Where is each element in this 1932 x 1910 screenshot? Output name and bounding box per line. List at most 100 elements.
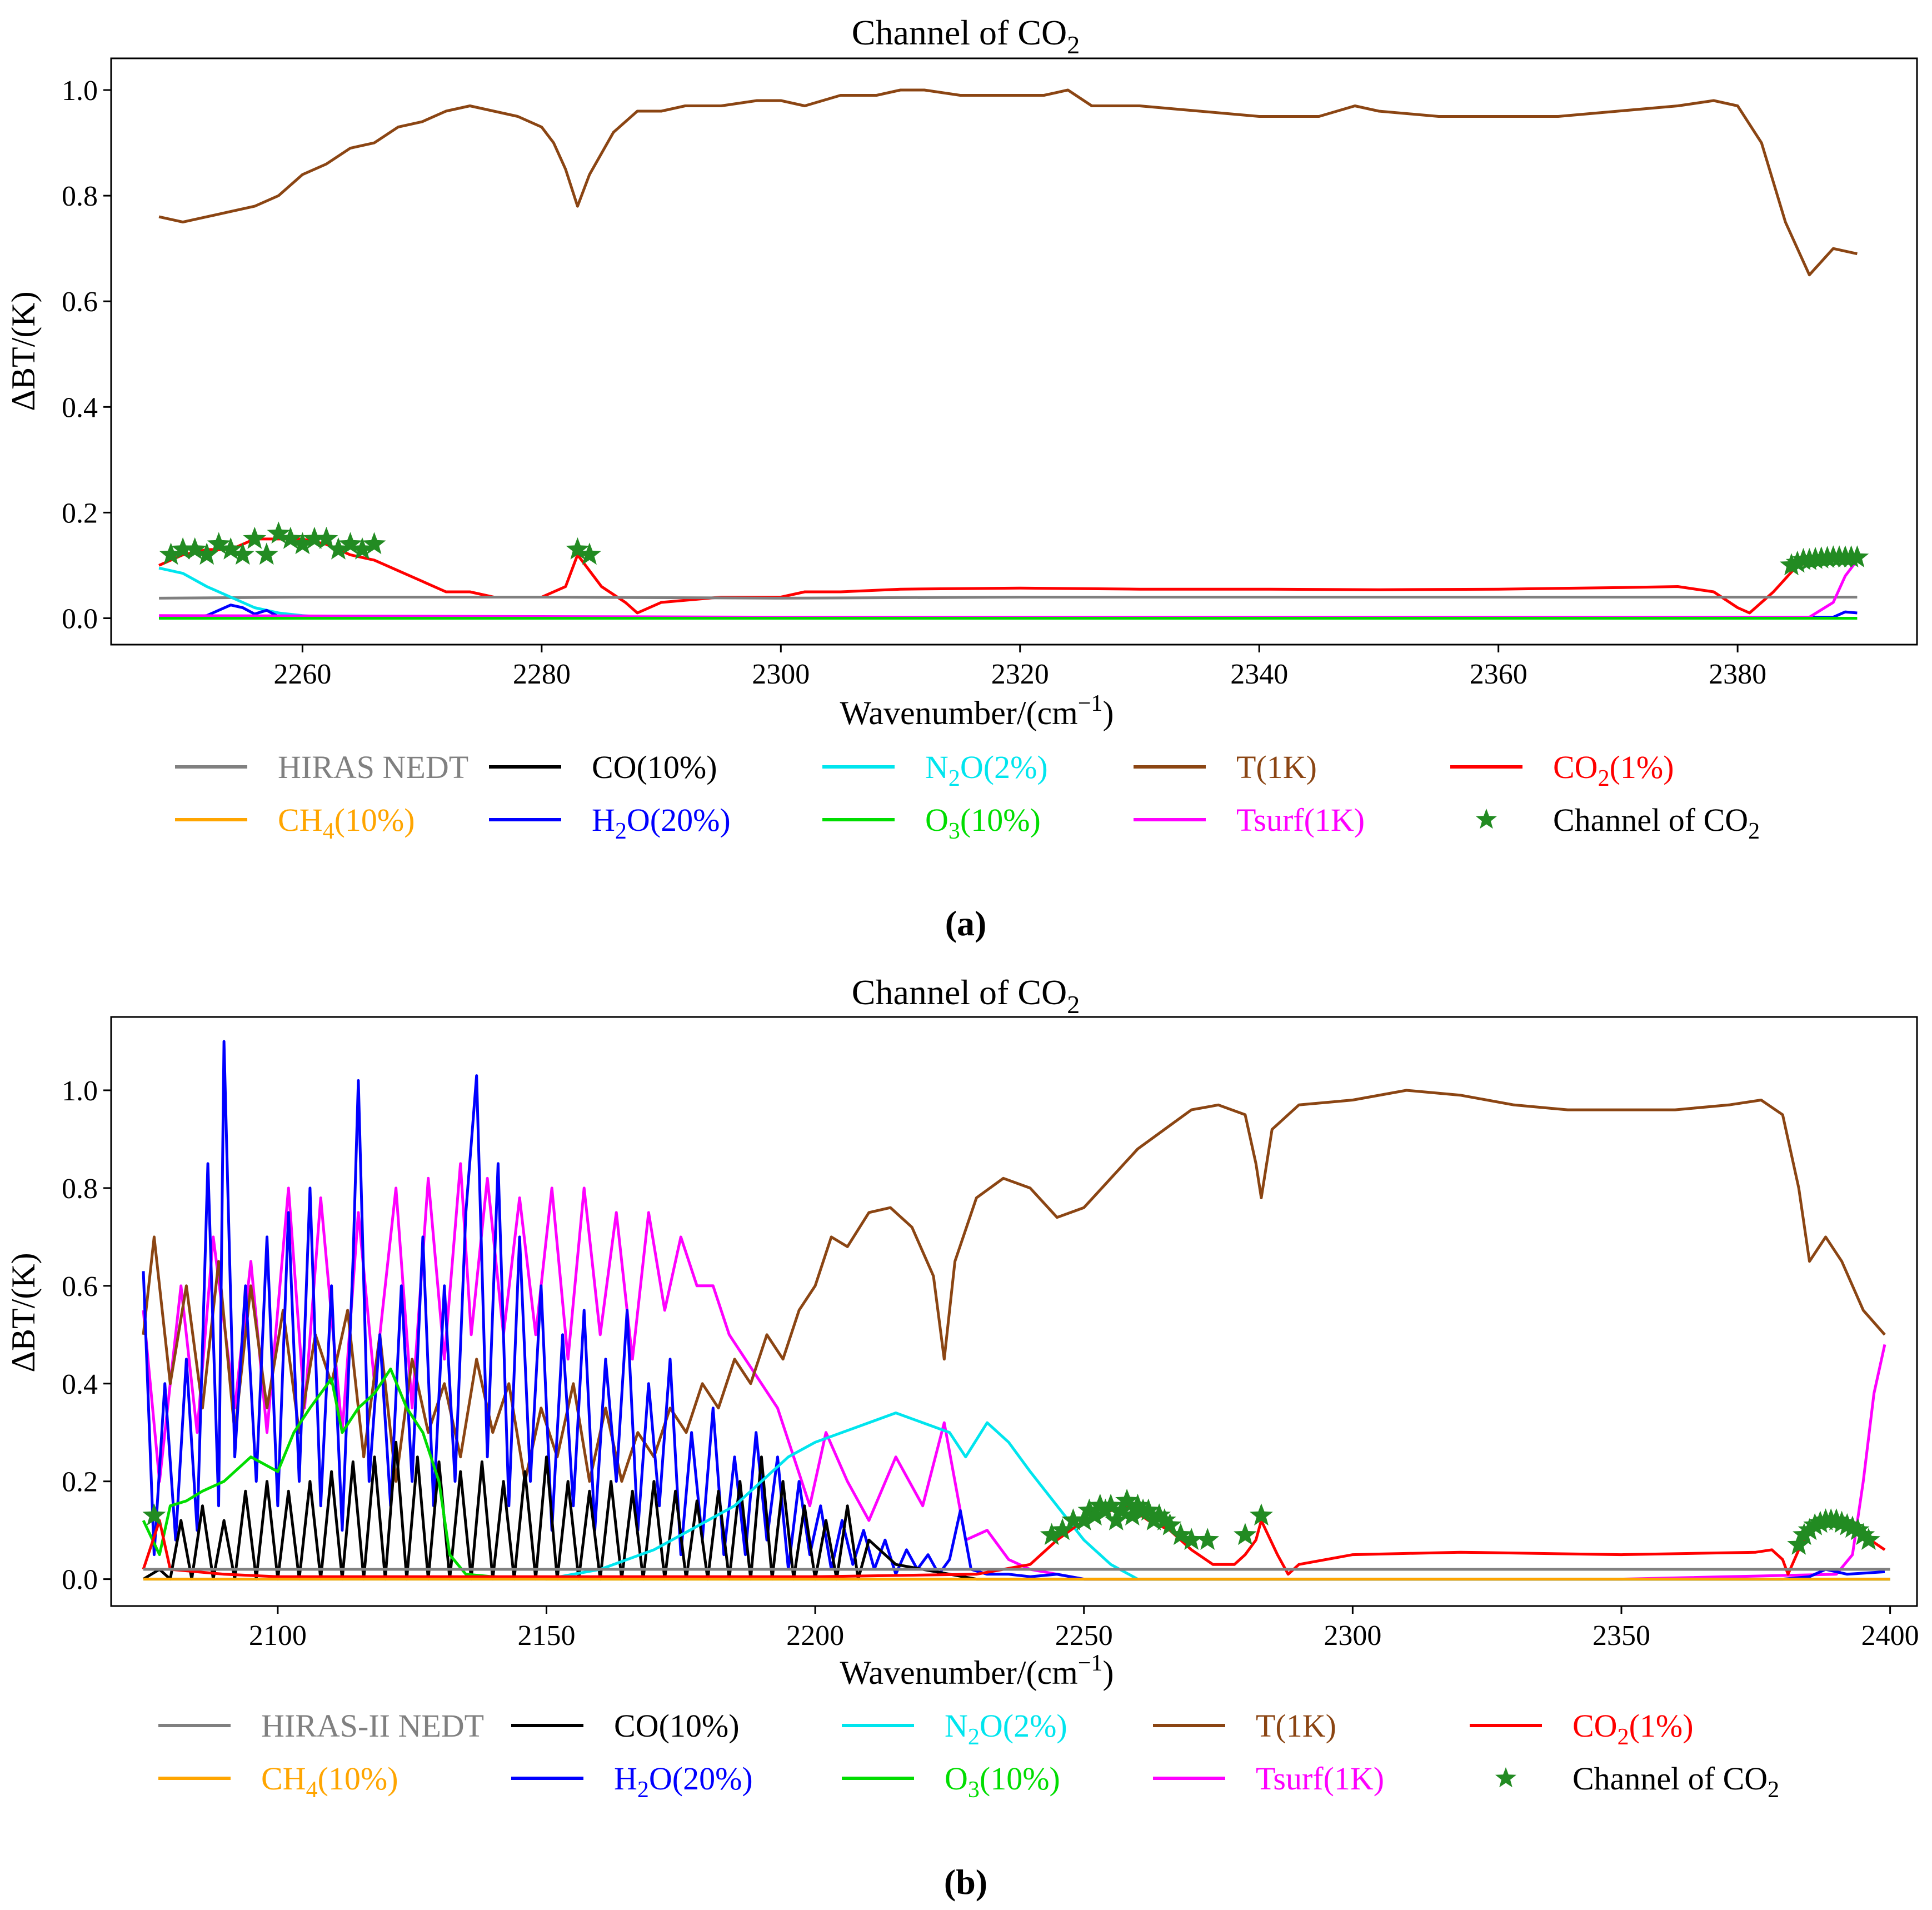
x-tick-label: 2380 xyxy=(1709,659,1766,690)
y-tick-label: 0.4 xyxy=(62,392,98,423)
channel-star xyxy=(142,1503,166,1526)
legend-label: O3(10%) xyxy=(925,802,1041,844)
series-line-co2-1 xyxy=(142,1504,1886,1578)
legend-label: N2O(2%) xyxy=(945,1708,1067,1750)
x-tick-label: 2280 xyxy=(513,659,571,690)
x-tick-label: 2250 xyxy=(1055,1620,1113,1652)
channel-star xyxy=(578,542,601,565)
channel-star xyxy=(1846,1518,1870,1540)
series-line-h2o-20 xyxy=(142,1040,1885,1581)
y-tick-label: 0.6 xyxy=(62,1271,98,1303)
series-line-t-1k xyxy=(158,88,1858,277)
legend-label: CH4(10%) xyxy=(261,1761,398,1803)
panel-b-title: Channel of CO2 xyxy=(852,973,1080,1019)
panel-a-label: (a) xyxy=(945,904,987,943)
legend-label: H2O(20%) xyxy=(614,1761,753,1803)
legend-label: CO(10%) xyxy=(592,749,717,785)
x-tick-label: 2360 xyxy=(1470,659,1527,690)
legend-label: H2O(20%) xyxy=(592,802,731,844)
panel-b-x-ticks: 2100 2150 2200 2250 2300 2350 2400 xyxy=(249,1606,1919,1652)
x-tick-label: 2150 xyxy=(517,1620,575,1652)
series-line-co-10 xyxy=(142,1440,1890,1581)
channel-star xyxy=(338,532,362,555)
channel-star xyxy=(314,526,338,549)
channel-star xyxy=(303,526,326,549)
channel-star xyxy=(1158,1513,1182,1535)
x-tick-label: 2200 xyxy=(786,1620,844,1652)
channel-star xyxy=(1234,1523,1257,1545)
y-tick-label: 0.0 xyxy=(62,603,98,635)
panel-b-y-ticks: 0.0 0.2 0.4 0.6 0.8 1.0 xyxy=(62,1075,111,1596)
x-tick-label: 2260 xyxy=(273,659,331,690)
x-tick-label: 2300 xyxy=(1324,1620,1381,1652)
panel-a-legend: HIRAS NEDT CO(10%) N2O(2%) T(1K) CO2(1%) CH4(… xyxy=(175,749,1760,844)
channel-star xyxy=(1180,1528,1204,1550)
channel-star xyxy=(159,542,183,565)
series-line-hiras-nedt xyxy=(159,596,1858,600)
channel-star xyxy=(1099,1493,1122,1516)
channel-star xyxy=(1088,1493,1112,1516)
panel-a-frame xyxy=(110,57,1918,646)
x-tick-label: 2350 xyxy=(1592,1620,1650,1652)
channel-star xyxy=(171,537,195,560)
channel-star xyxy=(1780,553,1803,576)
legend-label: T(1K) xyxy=(1236,749,1317,785)
panel-b-legend: HIRAS-II NEDT CO(10%) N2O(2%) T(1K) CO2(1%) C… xyxy=(158,1708,1779,1803)
channel-star xyxy=(1115,1488,1139,1511)
legend-swatch-star xyxy=(1495,1767,1516,1788)
panel-b-ylabel: ΔBT/(K) xyxy=(5,1253,42,1372)
channel-star xyxy=(219,537,243,560)
legend-label: Channel of CO2 xyxy=(1572,1761,1779,1803)
channel-star xyxy=(1051,1518,1074,1540)
channel-star xyxy=(243,526,267,549)
panel-b-series xyxy=(142,1040,1890,1581)
legend-swatch-star xyxy=(1476,809,1497,829)
channel-star xyxy=(566,537,590,560)
panel-a-x-ticks: 2260 2280 2300 2320 2340 2360 2380 xyxy=(273,645,1766,690)
channel-star xyxy=(1152,1508,1176,1530)
y-tick-label: 1.0 xyxy=(62,1075,98,1107)
channel-star xyxy=(278,526,302,549)
legend-label: Tsurf(1K) xyxy=(1256,1761,1384,1797)
series-line-co2-1 xyxy=(158,537,1858,615)
x-tick-label: 2400 xyxy=(1861,1620,1919,1652)
channel-star xyxy=(1040,1523,1064,1545)
x-tick-label: 2340 xyxy=(1230,659,1288,690)
channel-star xyxy=(1803,1513,1827,1535)
panel-b-xlabel: Wavenumber/(cm−1) xyxy=(840,1650,1114,1691)
channel-star xyxy=(1196,1528,1220,1550)
legend-label: CO2(1%) xyxy=(1572,1708,1694,1750)
series-line-n2o-2 xyxy=(158,566,422,620)
panel-a-title: Channel of CO2 xyxy=(852,13,1080,59)
channel-star xyxy=(183,537,207,560)
legend-label: O3(10%) xyxy=(945,1761,1060,1803)
panel-b-label: (b) xyxy=(944,1862,987,1902)
y-tick-label: 0.2 xyxy=(62,497,98,529)
channel-star xyxy=(267,521,291,544)
legend-label: CO2(1%) xyxy=(1553,749,1674,791)
y-tick-label: 0.6 xyxy=(62,286,98,318)
channel-star xyxy=(362,532,386,555)
channel-star xyxy=(1147,1503,1171,1526)
legend-label: N2O(2%) xyxy=(925,749,1048,791)
channel-star xyxy=(1851,1523,1875,1545)
channel-star xyxy=(327,537,350,560)
panel-a-series xyxy=(158,88,1859,620)
x-tick-label: 2300 xyxy=(752,659,810,690)
channel-star xyxy=(291,532,314,555)
legend-label: T(1K) xyxy=(1256,1708,1336,1744)
series-line-tsurf-1k xyxy=(142,1162,1886,1581)
channel-star xyxy=(1077,1498,1101,1521)
panel-b-frame xyxy=(110,1016,1918,1607)
x-tick-label: 2320 xyxy=(991,659,1049,690)
channel-star xyxy=(1250,1503,1273,1526)
panel-a-channel-markers xyxy=(159,521,1869,576)
y-tick-label: 0.8 xyxy=(62,181,98,212)
panel-a-y-ticks: 0.0 0.2 0.4 0.6 0.8 1.0 xyxy=(62,75,111,635)
legend-label: Channel of CO2 xyxy=(1553,802,1760,844)
y-tick-label: 0.4 xyxy=(62,1369,98,1400)
channel-star xyxy=(207,532,231,555)
channel-star xyxy=(1169,1523,1192,1545)
panel-a-xlabel: Wavenumber/(cm−1) xyxy=(840,691,1114,731)
